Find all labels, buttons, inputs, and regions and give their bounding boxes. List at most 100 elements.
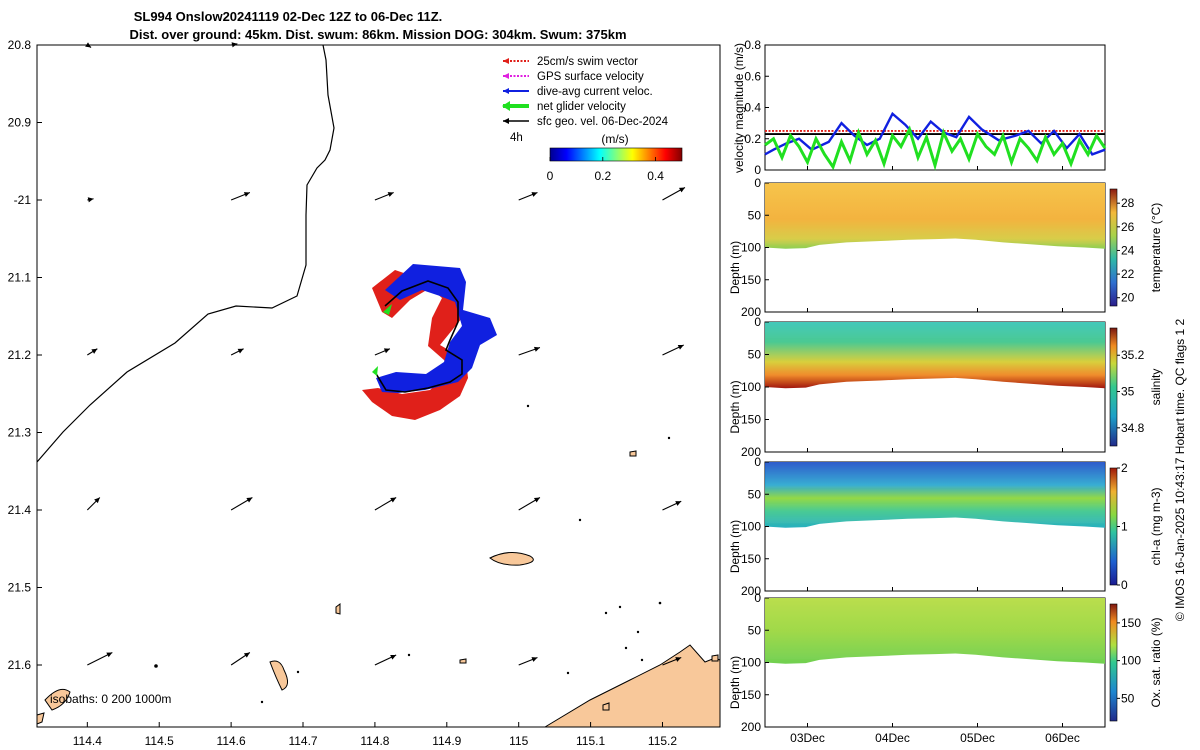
surface-geostrophic-vectors xyxy=(85,42,686,666)
temperature-panel-colorbar-label: temperature (°C) xyxy=(1149,203,1163,293)
temperature-panel-colorbar-tick-label: 22 xyxy=(1121,267,1135,281)
geo-vector-arrow xyxy=(518,346,541,356)
date-tick-label: 04Dec xyxy=(875,731,910,745)
temperature-panel-colorbar-tick-label: 24 xyxy=(1121,243,1135,257)
map-ytick-label: 21.2 xyxy=(8,348,32,362)
map-y-tick-labels: 20.8 20.9 -21 21.1 21.2 21.3 21.4 21.5 21.6 xyxy=(8,38,42,672)
chla-panel-ytick-label: 200 xyxy=(741,584,761,598)
geo-vector-arrow xyxy=(87,652,113,666)
oxygen-panel-layer xyxy=(766,650,1104,660)
geo-vector-arrow xyxy=(374,497,397,511)
date-tick-label: 06Dec xyxy=(1045,731,1080,745)
legend-gps-label: GPS surface velocity xyxy=(537,71,644,83)
salinity-panel-ylabel: Depth (m) xyxy=(728,380,742,433)
island-mid xyxy=(269,660,288,691)
temperature-panel-field xyxy=(765,183,1105,249)
oxygen-panel-colorbar-tick-label: 100 xyxy=(1121,654,1141,668)
geo-vector-arrow xyxy=(87,197,94,203)
net-velocity-marker xyxy=(383,304,392,315)
salinity-panel-ytick-label: 100 xyxy=(741,380,761,394)
geo-vector-arrow xyxy=(230,652,251,666)
map-ytick-label: -21 xyxy=(14,193,32,207)
salinity-panel-colorbar xyxy=(1109,327,1118,447)
temperature-panel-colorbar-tick-label: 28 xyxy=(1121,196,1135,210)
geo-vector-arrow xyxy=(518,497,541,511)
map-xtick-label: 114.7 xyxy=(288,734,317,748)
copyright-side-label: © IMOS 16-Jan-2025 10:43:17 Hobart time.… xyxy=(1173,319,1187,622)
geo-vector-arrow xyxy=(87,348,98,356)
map-xtick-label: 114.6 xyxy=(217,734,246,748)
velocity-panel-ylabel: velocity magnitude (m/s) xyxy=(732,43,746,173)
salinity-panel-ytick-label: 50 xyxy=(748,348,762,362)
temperature-panel-colorbar xyxy=(1109,188,1118,307)
legend-gps: GPS surface velocity xyxy=(503,71,644,83)
temperature-panel-ytick-label: 0 xyxy=(754,176,761,190)
velocity-panel: 0 0.2 0.4 0.6 0.8 velocity magnitude (m/s) xyxy=(732,38,1107,177)
speed-colorbar-gradient xyxy=(549,147,683,162)
chla-panel-field xyxy=(765,462,1105,528)
speed-colorbar-tick-label: 0.4 xyxy=(647,169,664,183)
geo-vector-arrow xyxy=(518,656,538,666)
chla-panel-colorbar-tick-label: 1 xyxy=(1121,520,1128,534)
map-ytick-label: 21.1 xyxy=(8,271,32,285)
chla-panel-layer xyxy=(766,516,1104,524)
geo-vector-arrow xyxy=(230,191,251,201)
salinity-panel-layer xyxy=(766,377,1104,384)
map-x-tick-labels: 114.4 114.5 114.6 114.7 114.8 114.9 115 115.1 11… xyxy=(73,722,677,748)
map-ytick-label: 21.3 xyxy=(8,426,32,440)
geo-vector-arrow xyxy=(85,42,92,48)
velocity-ytick-label: 0.4 xyxy=(744,101,761,115)
island-small-3 xyxy=(459,658,467,664)
map-background xyxy=(36,44,721,728)
velocity-ytick-label: 0.8 xyxy=(744,38,761,52)
temperature-panel-layer xyxy=(766,240,1104,245)
temperature-panel-ytick-label: 100 xyxy=(741,241,761,255)
oxygen-panel-ytick-label: 0 xyxy=(754,591,761,605)
chla-panel-colorbar xyxy=(1109,467,1118,586)
chla-panel-ytick-label: 50 xyxy=(748,487,762,501)
legend-note-4h: 4h xyxy=(510,132,523,144)
map-xtick-label: 115.2 xyxy=(648,734,677,748)
salinity-panel-layer xyxy=(766,338,1104,358)
date-tick-labels: 03Dec 04Dec 05Dec 06Dec xyxy=(790,166,1080,745)
geo-vector-arrow xyxy=(230,497,253,511)
island-small-5 xyxy=(602,702,610,711)
temperature-panel-layer xyxy=(766,228,1104,240)
map-legend: 25cm/s swim vector GPS surface velocity … xyxy=(498,50,716,132)
speed-colorbar-label: (m/s) xyxy=(601,132,628,146)
legend-dive-label: dive-avg current veloc. xyxy=(537,86,653,98)
map-ytick-label: 21.5 xyxy=(8,581,32,595)
oxygen-panel-ytick-label: 150 xyxy=(741,688,761,702)
velocity-ytick-label: 0 xyxy=(754,163,761,177)
chla-panel-layer xyxy=(766,503,1104,517)
temperature-panel: 0 50 100 150 200 Depth (m) 20 22 24 26 28 temperatu… xyxy=(728,176,1163,319)
temperature-panel-colorbar-tick-label: 26 xyxy=(1121,220,1135,234)
salinity-panel-colorbar-tick-label: 35.2 xyxy=(1121,348,1145,362)
oxygen-panel-colorbar-tick-label: 50 xyxy=(1121,691,1135,705)
geo-vector-arrow xyxy=(86,497,101,511)
oxygen-panel-ytick-label: 200 xyxy=(741,720,761,734)
island-large xyxy=(489,552,534,566)
island-small-2 xyxy=(629,450,637,457)
reef-dots xyxy=(154,404,671,704)
oxygen-panel-ytick-label: 100 xyxy=(741,656,761,670)
glider-track xyxy=(374,280,463,393)
island-west xyxy=(44,688,71,711)
legend-net: net glider velocity xyxy=(502,101,626,113)
coastline xyxy=(36,44,335,463)
salinity-panel-layer xyxy=(766,322,1104,338)
geo-vector-arrow xyxy=(374,654,397,666)
island-west-small xyxy=(36,712,45,725)
oxygen-panel-colorbar-label: Ox. sat. ratio (%) xyxy=(1149,617,1163,707)
chla-panel-ytick-label: 150 xyxy=(741,552,761,566)
legend-swim: 25cm/s swim vector xyxy=(503,56,638,68)
salinity-panel-colorbar-label: salinity xyxy=(1149,369,1163,406)
oxygen-panel-field xyxy=(765,598,1105,664)
chla-panel-ylabel: Depth (m) xyxy=(728,520,742,573)
chla-panel-ytick-label: 0 xyxy=(754,455,761,469)
map-ytick-label: 21.6 xyxy=(8,658,32,672)
mainland-southeast xyxy=(543,644,721,728)
isobaths-label: isobaths: 0 200 1000m xyxy=(50,692,171,706)
figure-title-line2: Dist. over ground: 45km. Dist. swum: 86k… xyxy=(129,27,626,42)
